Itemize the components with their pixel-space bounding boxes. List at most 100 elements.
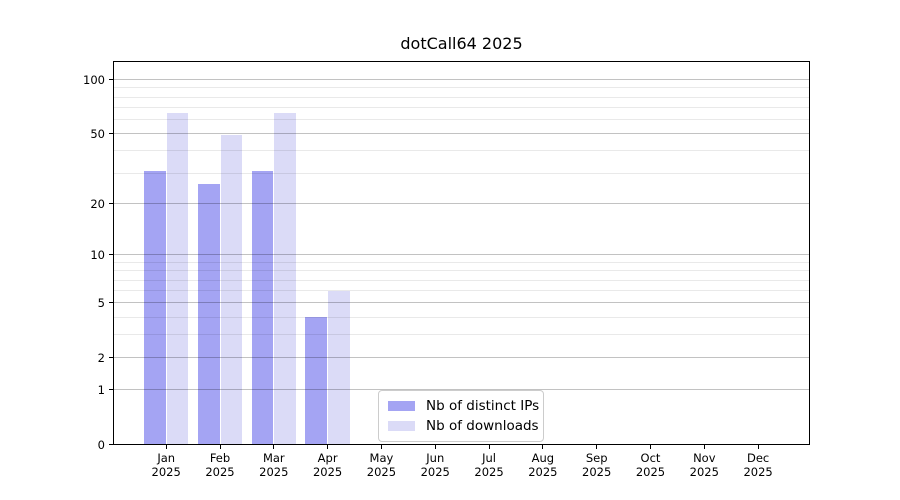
x-tick-label: Feb 2025 [193,451,247,479]
x-tick-mark [488,444,490,449]
x-tick-year: 2025 [528,464,558,479]
x-tick-mark [542,444,544,449]
x-tick-mark [380,444,382,449]
y-tick-mark [109,254,113,256]
x-tick-month: Feb [209,450,231,465]
bar-downloads [274,113,297,445]
x-tick-mark [596,444,598,449]
y-tick-label: 2 [97,350,105,365]
x-tick-label: Oct 2025 [623,451,677,479]
x-tick-mark [165,444,167,449]
x-tick-label: Jul 2025 [462,451,516,479]
x-tick-month: Jul [482,450,496,465]
gridline-minor [113,290,810,292]
y-tick-label: 10 [90,247,105,262]
x-tick-year: 2025 [151,464,181,479]
legend: Nb of distinct IPs Nb of downloads [378,390,544,442]
gridline-minor [113,334,810,336]
y-tick-mark [109,203,113,205]
gridline-major [113,254,810,256]
legend-label-downloads: Nb of downloads [426,418,539,434]
x-tick-month: May [369,450,394,465]
bar-downloads [166,113,189,445]
y-tick-label: 0 [97,437,105,452]
x-tick-year: 2025 [259,464,289,479]
x-tick-month: Jan [157,450,176,465]
gridline-minor [113,96,810,98]
x-tick-mark [219,444,221,449]
x-tick-label: Apr 2025 [301,451,355,479]
x-tick-mark [434,444,436,449]
gridline-minor [113,279,810,281]
x-tick-month: Mar [262,450,285,465]
gridline-minor [113,119,810,121]
x-tick-month: Jun [426,450,445,465]
bar-downloads [220,135,243,445]
x-tick-month: Oct [640,450,661,465]
x-tick-mark [327,444,329,449]
x-tick-year: 2025 [366,464,397,479]
y-tick-mark [109,302,113,304]
x-tick-mark [273,444,275,449]
x-tick-label: Nov 2025 [677,451,731,479]
x-tick-month: Dec [746,450,770,465]
gridline-major [113,203,810,205]
x-tick-label: Mar 2025 [247,451,301,479]
x-tick-year: 2025 [205,464,235,479]
legend-swatch-downloads [388,421,415,431]
y-tick-mark [109,389,113,391]
gridline-minor [113,270,810,272]
x-tick-year: 2025 [635,464,666,479]
x-tick-label: Dec 2025 [731,451,785,479]
gridline-minor [113,172,810,174]
x-tick-year: 2025 [689,464,719,479]
gridline-minor [113,150,810,152]
plot-area [113,61,810,445]
legend-swatch-distinct-ips [388,401,415,411]
x-tick-month: Apr [317,450,338,465]
x-tick-label: Sep 2025 [570,451,624,479]
chart-title: dotCall64 2025 [400,34,523,53]
x-tick-label: May 2025 [354,451,408,479]
legend-label-distinct-ips: Nb of distinct IPs [426,398,540,414]
x-tick-mark [703,444,705,449]
y-tick-mark [109,79,113,81]
gridline-major [113,389,810,391]
y-tick-mark [109,444,113,445]
bar-distinct-ips [143,170,166,445]
bar-distinct-ips [251,170,274,445]
x-tick-year: 2025 [420,464,450,479]
x-tick-year: 2025 [582,464,612,479]
bar-downloads [328,290,350,445]
y-tick-label: 50 [90,126,105,141]
legend-item-downloads: Nb of downloads [388,416,539,436]
x-tick-year: 2025 [743,464,773,479]
x-tick-year: 2025 [312,464,343,479]
bar-distinct-ips [305,317,328,445]
gridline-major [113,79,810,81]
x-tick-year: 2025 [474,464,504,479]
x-tick-mark [649,444,651,449]
gridline-minor [113,87,810,89]
y-tick-mark [109,133,113,135]
gridline-major [113,133,810,135]
gridline-minor [113,316,810,318]
x-tick-label: Jan 2025 [139,451,193,479]
y-tick-label: 100 [83,72,105,87]
x-tick-month: Aug [531,450,555,465]
y-tick-mark [109,357,113,359]
gridline-major [113,302,810,304]
gridline-minor [113,107,810,109]
x-tick-label: Jun 2025 [408,451,462,479]
bar-distinct-ips [197,183,220,445]
y-tick-label: 5 [97,295,105,310]
x-tick-month: Nov [693,450,716,465]
gridline-minor [113,261,810,263]
legend-item-distinct-ips: Nb of distinct IPs [388,396,539,416]
y-tick-label: 20 [90,196,105,211]
y-tick-label: 1 [97,382,105,397]
x-tick-label: Aug 2025 [516,451,570,479]
x-tick-mark [757,444,759,449]
x-tick-month: Sep [585,450,608,465]
